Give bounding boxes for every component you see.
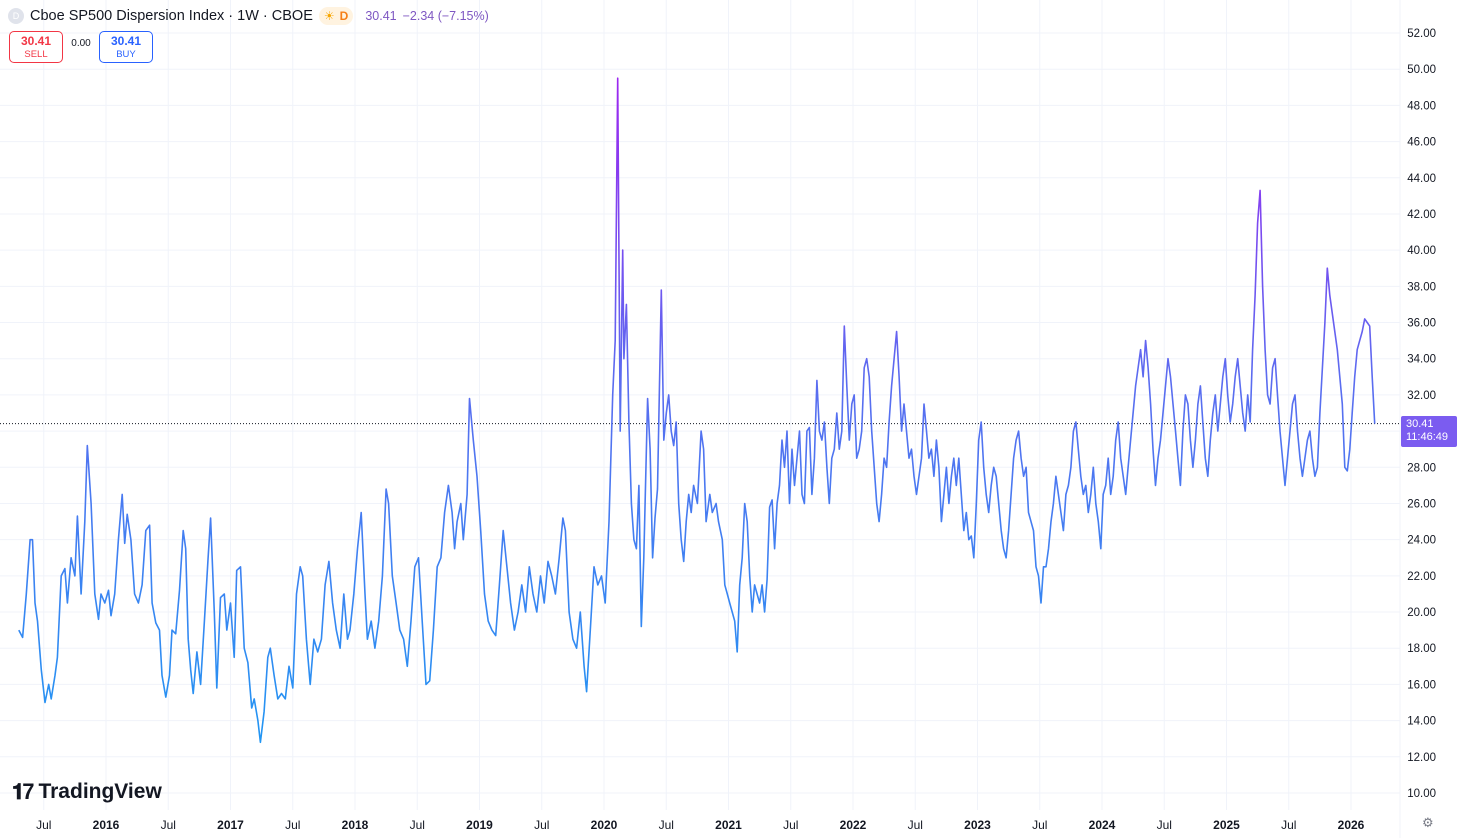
- logo-text: TradingView: [38, 780, 162, 803]
- y-tick-label: 36.00: [1407, 318, 1436, 330]
- x-tick-label: 2021: [715, 818, 742, 832]
- y-tick-label: 50.00: [1407, 64, 1436, 76]
- buy-label: BUY: [116, 49, 136, 60]
- y-tick-label: 40.00: [1407, 245, 1436, 257]
- x-tick-label: 2019: [466, 818, 493, 832]
- x-tick-label: Jul: [1157, 818, 1172, 832]
- y-tick-label: 18.00: [1407, 643, 1436, 655]
- x-tick-label: 2017: [217, 818, 244, 832]
- sun-icon: ☀: [323, 9, 335, 23]
- price-change: −2.34 (−7.15%): [402, 9, 489, 23]
- y-tick-label: 10.00: [1407, 788, 1436, 800]
- x-tick-label: 2025: [1213, 818, 1240, 832]
- sell-label: SELL: [24, 49, 48, 60]
- y-tick-label: 42.00: [1407, 209, 1436, 221]
- x-tick-label: 2026: [1338, 818, 1365, 832]
- current-price-label: 30.41 11:46:49: [1401, 416, 1457, 447]
- y-tick-label: 22.00: [1407, 571, 1436, 583]
- y-tick-label: 12.00: [1407, 752, 1436, 764]
- settings-gear-icon[interactable]: ⚙: [1422, 815, 1434, 830]
- symbol-icon[interactable]: D: [8, 8, 24, 24]
- current-price: 30.41: [1406, 418, 1434, 430]
- x-tick-label: Jul: [1281, 818, 1296, 832]
- x-tick-label: Jul: [161, 818, 176, 832]
- buy-price: 30.41: [110, 34, 142, 48]
- session-letter: D: [339, 9, 349, 23]
- x-tick-label: 2023: [964, 818, 991, 832]
- tradingview-logo[interactable]: 𝟏7 TradingView: [12, 779, 162, 805]
- spread-value: 0.00: [71, 38, 91, 49]
- y-tick-label: 34.00: [1407, 354, 1436, 366]
- sell-button[interactable]: 30.41 SELL: [9, 31, 63, 63]
- tradingview-logo-icon: 𝟏7: [12, 779, 35, 804]
- x-axis: Jul 2016 Jul 2017 Jul 2018 Jul 2019 Jul 2020 Jul 20…: [36, 818, 1365, 832]
- bar-countdown: 11:46:49: [1406, 431, 1449, 443]
- y-tick-label: 48.00: [1407, 100, 1436, 112]
- x-tick-label: Jul: [908, 818, 923, 832]
- y-axis: 10.00 12.00 14.00 16.00 18.00 20.00 22.00 24.00…: [1407, 28, 1436, 800]
- x-tick-label: Jul: [534, 818, 549, 832]
- y-tick-label: 28.00: [1407, 462, 1436, 474]
- sell-price: 30.41: [20, 34, 52, 48]
- x-tick-label: Jul: [410, 818, 425, 832]
- y-tick-label: 32.00: [1407, 390, 1436, 402]
- series-line: [18, 77, 1376, 744]
- y-tick-label: 14.00: [1407, 716, 1436, 728]
- y-tick-label: 16.00: [1407, 679, 1436, 691]
- x-tick-label: 2022: [840, 818, 867, 832]
- y-tick-label: 24.00: [1407, 535, 1436, 547]
- x-tick-label: 2024: [1089, 818, 1116, 832]
- session-badge[interactable]: ☀ D: [318, 7, 354, 25]
- y-tick-label: 52.00: [1407, 28, 1436, 40]
- grid-lines: [0, 0, 1401, 838]
- x-tick-label: Jul: [659, 818, 674, 832]
- last-price: 30.41: [365, 9, 397, 23]
- x-tick-label: Jul: [783, 818, 798, 832]
- x-tick-label: Jul: [36, 818, 51, 832]
- x-tick-label: 2020: [591, 818, 618, 832]
- y-tick-label: 20.00: [1407, 607, 1436, 619]
- x-tick-label: Jul: [285, 818, 300, 832]
- chart-header: D Cboe SP500 Dispersion Index · 1W · CBO…: [8, 6, 489, 26]
- buy-button[interactable]: 30.41 BUY: [99, 31, 153, 63]
- y-tick-label: 38.00: [1407, 281, 1436, 293]
- y-tick-label: 26.00: [1407, 498, 1436, 510]
- x-tick-label: Jul: [1032, 818, 1047, 832]
- chart-title[interactable]: Cboe SP500 Dispersion Index · 1W · CBOE: [30, 8, 313, 24]
- x-tick-label: 2018: [342, 818, 369, 832]
- y-tick-label: 46.00: [1407, 137, 1436, 149]
- y-tick-label: 44.00: [1407, 173, 1436, 185]
- x-tick-label: 2016: [93, 818, 120, 832]
